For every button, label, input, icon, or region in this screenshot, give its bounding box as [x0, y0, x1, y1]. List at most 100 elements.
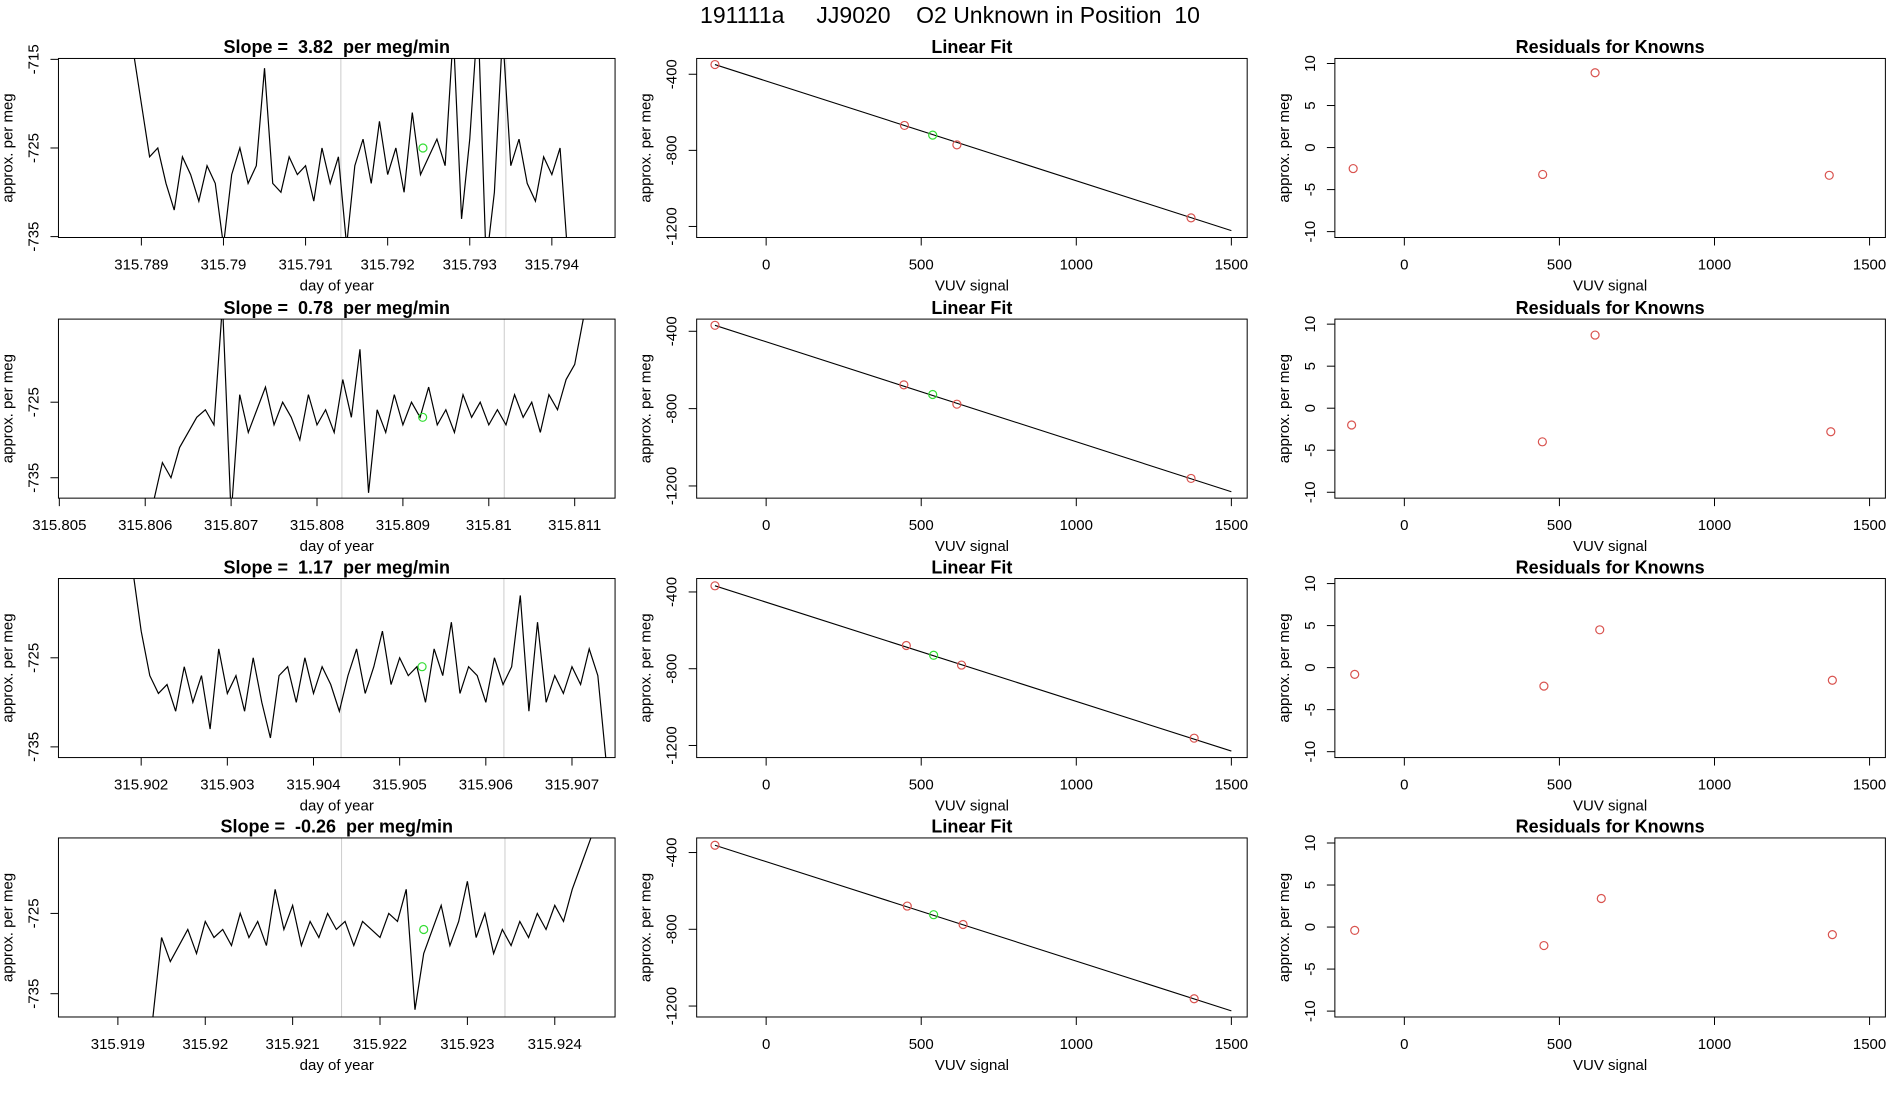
point — [1824, 170, 1834, 180]
x-tick-label: 1500 — [1215, 1036, 1248, 1053]
x-axis-label: VUV signal — [1573, 538, 1647, 555]
point — [710, 59, 720, 70]
fit-line — [714, 324, 1232, 493]
y-axis-label: approx. per meg — [0, 613, 16, 722]
x-tick-label: 1000 — [1060, 256, 1093, 273]
plot-frame — [57, 57, 616, 239]
point — [1189, 733, 1199, 743]
x-tick-label: 315.902 — [114, 777, 168, 794]
y-tick-label: -10 — [1302, 741, 1319, 763]
x-tick-label: 1500 — [1215, 777, 1248, 794]
y-tick-label: 5 — [1302, 881, 1319, 889]
y-axis-label: approx. per meg — [1276, 93, 1293, 202]
x-tick-label: 1000 — [1060, 1036, 1093, 1053]
x-tick-label: 500 — [909, 256, 934, 273]
point — [929, 910, 939, 920]
plot-frame — [1334, 578, 1886, 759]
y-tick-label: -5 — [1302, 703, 1319, 716]
x-tick-label: 315.903 — [200, 777, 254, 794]
y-tick-label: -725 — [25, 643, 42, 673]
x-tick-label: 1500 — [1853, 517, 1886, 534]
y-tick-label: 10 — [1302, 55, 1319, 72]
x-tick-label: 315.923 — [440, 1036, 494, 1053]
panel-title: Slope = 0.78 per meg/min — [223, 298, 450, 318]
y-tick-label: -735 — [25, 222, 42, 252]
y-tick-label: 5 — [1302, 621, 1319, 629]
point — [1186, 473, 1196, 484]
x-tick-label: 500 — [1547, 256, 1572, 273]
y-tick-label: -10 — [1302, 221, 1319, 243]
x-tick-label: 0 — [1400, 256, 1408, 273]
x-axis-label: day of year — [300, 277, 374, 294]
x-axis-label: day of year — [300, 1057, 374, 1074]
point — [1827, 675, 1837, 685]
point — [710, 581, 720, 591]
x-tick-label: 500 — [1547, 1036, 1572, 1053]
x-tick-label: 315.808 — [290, 517, 344, 534]
x-tick-label: 315.922 — [353, 1036, 407, 1053]
x-tick-label: 500 — [909, 777, 934, 794]
x-tick-label: 0 — [1400, 777, 1408, 794]
panel: Residuals for Knowns VUV signal approx. pe… — [1276, 37, 1886, 294]
x-tick-label: 1500 — [1853, 256, 1886, 273]
panel: Residuals for Knowns VUV signal approx. pe… — [1276, 817, 1886, 1074]
panel: Slope = 1.17 per meg/min day of year appro… — [0, 557, 616, 815]
panel: Slope = 3.82 per meg/min day of year appro… — [0, 37, 616, 294]
point — [1595, 625, 1605, 635]
y-tick-label: -725 — [25, 387, 42, 417]
panel: Residuals for Knowns VUV signal approx. pe… — [1276, 557, 1886, 814]
y-tick-label: -800 — [664, 135, 681, 165]
x-tick-label: 315.906 — [459, 777, 513, 794]
point — [1350, 925, 1360, 936]
y-axis-label: approx. per meg — [0, 354, 16, 463]
x-tick-label: 315.907 — [545, 777, 599, 794]
y-tick-label: -735 — [25, 463, 42, 493]
x-tick-label: 1000 — [1060, 517, 1093, 534]
y-tick-label: -10 — [1302, 481, 1319, 503]
point — [1590, 330, 1600, 340]
panel: Slope = -0.26 per meg/min day of year appr… — [0, 817, 616, 1074]
panel-title: Residuals for Knowns — [1516, 298, 1705, 318]
x-tick-label: 315.789 — [114, 256, 168, 273]
x-tick-label: 1500 — [1853, 1036, 1886, 1053]
y-tick-label: 0 — [1302, 663, 1319, 671]
x-axis-label: VUV signal — [935, 277, 1009, 294]
panel-title: Slope = 3.82 per meg/min — [223, 37, 450, 57]
y-axis-label: approx. per meg — [638, 613, 655, 722]
x-axis-label: day of year — [300, 798, 374, 815]
plot-frame — [696, 837, 1248, 1018]
panel: Linear Fit VUV signal approx. per meg 0 500 1… — [638, 817, 1248, 1074]
plot-frame — [57, 837, 616, 1018]
point — [899, 380, 909, 390]
x-axis-label: VUV signal — [1573, 1057, 1647, 1074]
x-tick-label: 500 — [909, 1036, 934, 1053]
data-line — [133, 578, 607, 758]
data-line — [152, 837, 592, 1017]
x-tick-label: 315.921 — [266, 1036, 320, 1053]
panel-title: Linear Fit — [931, 37, 1012, 57]
y-tick-label: 0 — [1302, 404, 1319, 412]
point — [1350, 669, 1360, 679]
y-tick-label: -800 — [664, 654, 681, 684]
y-tick-label: -715 — [25, 44, 42, 74]
y-tick-label: -1200 — [664, 467, 681, 505]
x-tick-label: 1500 — [1215, 517, 1248, 534]
fit-line — [714, 64, 1232, 232]
x-tick-label: 315.809 — [376, 517, 430, 534]
point — [1189, 994, 1199, 1004]
x-tick-label: 500 — [909, 517, 934, 534]
point — [1186, 213, 1196, 223]
y-tick-label: 5 — [1302, 362, 1319, 370]
fit-line — [714, 585, 1232, 752]
plot-frame — [1334, 837, 1886, 1018]
panel-title: Linear Fit — [931, 817, 1012, 837]
y-tick-label: -10 — [1302, 1000, 1319, 1022]
fit-line — [714, 844, 1232, 1012]
panel-title: Linear Fit — [931, 557, 1012, 577]
panel-title: Residuals for Knowns — [1516, 37, 1705, 57]
x-tick-label: 315.81 — [466, 517, 512, 534]
point — [1590, 68, 1600, 78]
x-tick-label: 1000 — [1698, 777, 1731, 794]
x-tick-label: 315.806 — [118, 517, 172, 534]
